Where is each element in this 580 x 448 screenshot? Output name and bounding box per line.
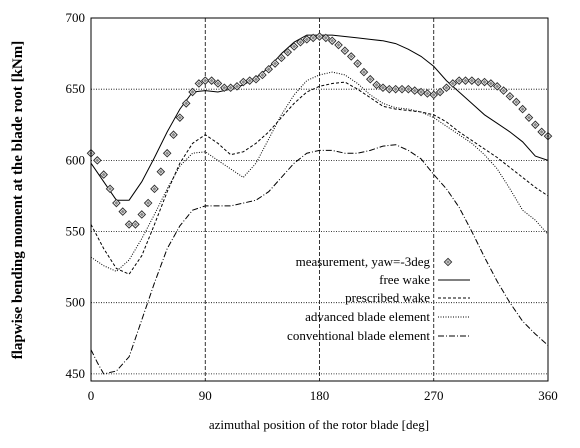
measurement-point — [340, 46, 350, 56]
measurement-point — [442, 83, 451, 93]
measurement-point — [99, 170, 109, 179]
measurement-point — [283, 47, 293, 57]
y-axis-title: flapwise bending moment at the blade roo… — [10, 41, 26, 359]
measurement-point — [207, 76, 216, 85]
y-tick-label: 550 — [66, 224, 86, 239]
measurement-point — [258, 70, 267, 80]
measurement-point — [131, 220, 140, 229]
y-tick-label: 700 — [66, 10, 86, 25]
plot-frame — [90, 17, 549, 382]
series-line-dotted — [90, 71, 549, 272]
measurement-point — [150, 184, 159, 194]
measurement-point — [423, 89, 432, 98]
measurement-point — [435, 87, 445, 97]
measurement-point — [505, 91, 515, 101]
y-tick-label: 450 — [66, 366, 86, 381]
measurement-point — [473, 77, 483, 87]
measurement-point — [448, 79, 458, 88]
measurement-point — [200, 76, 210, 85]
measurement-point — [397, 84, 407, 94]
measurement-point — [289, 42, 299, 51]
measurement-point — [511, 97, 521, 107]
measurement-point — [156, 167, 166, 177]
measurement-point — [118, 207, 128, 216]
measurement-point — [112, 198, 121, 208]
measurement-point — [492, 82, 502, 91]
measurement-point — [480, 77, 489, 87]
x-tick-label: 270 — [424, 388, 444, 403]
measurement-point — [346, 52, 356, 61]
measurement-point — [524, 113, 534, 122]
measurement-point — [499, 86, 508, 95]
measurement-point — [162, 148, 172, 158]
x-axis-title: azimuthal position of the rotor blade [d… — [209, 417, 429, 432]
measurement-point — [143, 198, 153, 208]
x-tick-label: 0 — [88, 388, 95, 403]
measurement-point — [194, 79, 204, 88]
measurement-point — [264, 64, 274, 74]
measurement-point — [213, 79, 223, 88]
legend-label: prescribed wake — [345, 290, 430, 305]
measurement-point — [486, 79, 496, 88]
measurement-point — [124, 220, 134, 229]
measurement-point — [327, 36, 337, 46]
measurement-point — [181, 99, 191, 108]
series-line-dash-dot — [90, 144, 549, 375]
measurement-point — [454, 76, 464, 85]
x-tick-label: 360 — [538, 388, 558, 403]
measurement-point — [461, 76, 470, 85]
measurement-point — [410, 86, 420, 95]
measurement-point — [296, 37, 305, 47]
measurement-point — [537, 127, 546, 137]
measurement-point — [105, 184, 115, 194]
measurement-point — [416, 87, 426, 97]
y-tick-label: 650 — [66, 81, 86, 96]
legend-label: conventional blade element — [287, 328, 430, 343]
legend-label: advanced blade element — [305, 309, 430, 324]
measurement-point — [378, 83, 388, 93]
measurement-point — [385, 84, 394, 94]
legend-label: free wake — [379, 272, 430, 287]
measurement-point — [232, 82, 242, 91]
legend: measurement, yaw=-3deg free wake prescribe… — [287, 254, 470, 343]
legend-label: measurement, yaw=-3deg — [296, 254, 431, 269]
measurement-point — [365, 74, 375, 84]
legend-marker — [443, 257, 453, 267]
measurement-point — [429, 90, 439, 100]
measurement-point — [321, 33, 331, 43]
measurement-point — [353, 59, 362, 68]
measurement-point — [270, 59, 280, 68]
measurement-point — [219, 83, 229, 93]
measurement-point — [518, 104, 527, 114]
measurement-point — [137, 210, 147, 219]
y-tick-label: 500 — [66, 295, 86, 310]
y-tick-label: 600 — [66, 152, 86, 167]
measurement-point — [404, 84, 413, 94]
measurement-point — [169, 130, 178, 140]
x-tick-label: 90 — [199, 388, 212, 403]
x-tick-label: 180 — [310, 388, 330, 403]
measurement-point — [315, 32, 324, 41]
measurement-point — [93, 156, 102, 165]
measurement-point — [467, 76, 477, 85]
measurement-point — [175, 113, 185, 122]
measurement-point — [334, 40, 343, 50]
measurement-point — [530, 120, 540, 130]
measurement-point — [188, 87, 197, 97]
measurement-point — [372, 80, 381, 90]
measurement-point — [277, 53, 286, 63]
measurement-point — [391, 84, 400, 94]
measurement-point — [251, 74, 261, 84]
measurement-point — [359, 67, 369, 77]
series-line-dashed — [90, 81, 549, 275]
